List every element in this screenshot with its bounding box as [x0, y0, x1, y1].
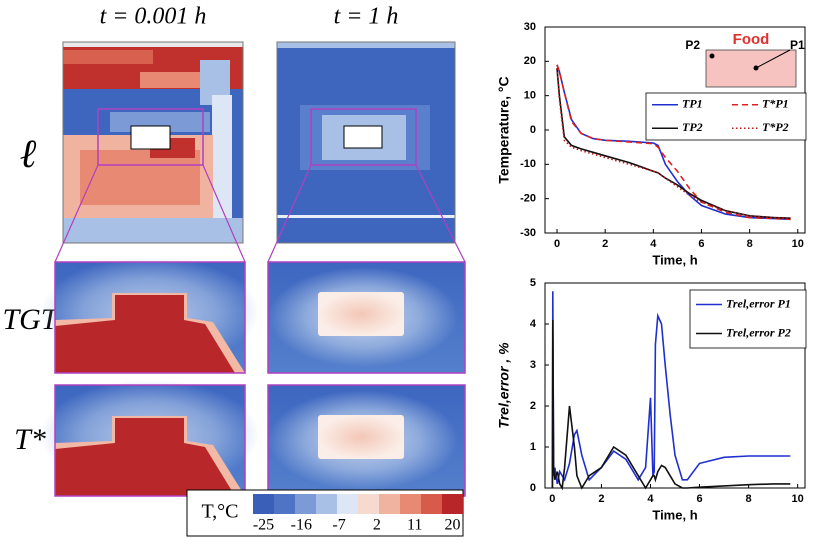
y-tick-label: 20 — [524, 55, 536, 67]
y-tick-label: 0 — [530, 482, 536, 494]
y-tick-label: 30 — [524, 21, 536, 33]
series-line — [551, 319, 791, 491]
colorbar-cell — [295, 494, 316, 514]
food-box — [705, 49, 797, 88]
series-line — [556, 68, 791, 219]
coarse-map — [276, 41, 456, 244]
x-axis-label: Time, h — [652, 507, 697, 522]
y-tick-label: 5 — [530, 277, 536, 289]
series-line — [556, 64, 791, 221]
annotation: Food — [733, 31, 770, 48]
x-tick-label: 6 — [696, 493, 702, 505]
y-tick-label: 4 — [530, 318, 537, 330]
annotation: P1 — [790, 38, 805, 52]
y-tick-label: 0 — [530, 124, 536, 136]
colorbar-label: T,°C — [201, 501, 238, 523]
colorbar-cell — [421, 494, 442, 514]
colorbar-tick-label: -7 — [332, 517, 345, 534]
colorbar-tick-label: 11 — [407, 517, 422, 534]
colorbar-cell — [400, 494, 421, 514]
x-tick-label: 10 — [792, 493, 804, 505]
row-label: ℓ — [20, 131, 37, 176]
plot-frame — [544, 282, 806, 489]
colorbar-cell — [358, 494, 379, 514]
y-tick-label: 10 — [524, 90, 536, 102]
colorbar-cell — [442, 494, 463, 514]
legend-box — [689, 289, 807, 349]
x-tick-label: 10 — [792, 238, 804, 250]
legend-label: T*P1 — [762, 97, 789, 111]
series-line — [551, 291, 791, 489]
y-axis-label: Temperature, °C — [496, 76, 512, 183]
y-tick-label: 2 — [530, 400, 536, 412]
colorbar-tick-label: -25 — [253, 517, 274, 534]
y-axis-label: Trel,error , % — [496, 342, 512, 429]
column-title: t = 1 h — [334, 4, 399, 30]
legend-label: TP1 — [682, 97, 703, 111]
legend-label: Trel,error P2 — [726, 325, 791, 339]
colorbar-cell — [253, 494, 274, 514]
x-tick-label: 0 — [554, 238, 560, 250]
coarse-map — [62, 41, 244, 244]
x-tick-label: 2 — [602, 238, 608, 250]
zoom-lines — [54, 164, 466, 263]
colorbar-tick-label: -16 — [291, 517, 312, 534]
zoom-map — [39, 379, 261, 497]
zoom-map — [267, 261, 466, 374]
colorbar-cell — [379, 494, 400, 514]
pointer — [755, 49, 791, 69]
colorbar-cell — [316, 494, 337, 514]
x-tick-label: 4 — [647, 493, 654, 505]
x-tick-label: 6 — [698, 238, 704, 250]
y-tick-label: -20 — [520, 193, 536, 205]
legend-label: TP2 — [682, 120, 703, 134]
x-tick-label: 8 — [746, 493, 752, 505]
x-tick-label: 8 — [747, 238, 753, 250]
x-tick-label: 4 — [650, 238, 657, 250]
colorbar-cell — [337, 494, 358, 514]
zoom-map — [39, 256, 261, 374]
colorbar-cell — [274, 494, 295, 514]
legend-label: Trel,error P1 — [726, 296, 791, 310]
series-line — [556, 68, 791, 219]
x-axis-label: Time, h — [652, 252, 697, 267]
legend-label: T*P2 — [762, 120, 789, 134]
annotation: P2 — [685, 38, 700, 52]
legend-box — [645, 92, 807, 141]
y-tick-label: -10 — [520, 158, 536, 170]
y-tick-label: 3 — [530, 359, 536, 371]
point — [709, 53, 715, 59]
x-tick-label: 2 — [598, 493, 604, 505]
y-tick-label: -30 — [520, 227, 536, 239]
y-tick-label: 1 — [530, 441, 536, 453]
x-tick-label: 0 — [549, 493, 555, 505]
colorbar-tick-label: 2 — [373, 517, 381, 534]
colorbar-tick-label: 20 — [445, 517, 461, 534]
zoom-map — [267, 384, 466, 497]
series-line — [556, 64, 791, 221]
column-title: t = 0.001 h — [100, 4, 207, 30]
